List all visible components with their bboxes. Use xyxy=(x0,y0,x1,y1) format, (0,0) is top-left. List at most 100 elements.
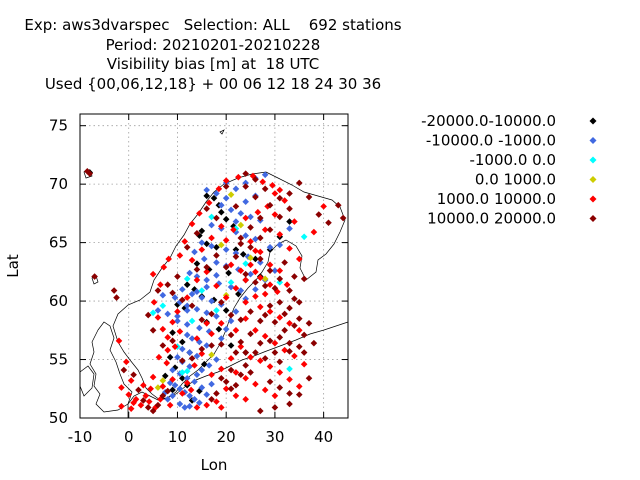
data-point xyxy=(295,179,303,187)
data-point xyxy=(242,362,249,369)
coastline-uk xyxy=(89,321,133,413)
data-point xyxy=(205,362,213,369)
data-point xyxy=(291,273,298,280)
data-point xyxy=(218,208,225,216)
data-point xyxy=(198,345,206,353)
data-point xyxy=(191,248,198,256)
data-point xyxy=(179,338,186,346)
data-point xyxy=(227,317,235,325)
data-point xyxy=(286,400,293,408)
data-point xyxy=(276,334,284,341)
data-point xyxy=(256,234,264,242)
data-point xyxy=(176,385,184,393)
data-point xyxy=(227,191,235,198)
data-point xyxy=(291,295,298,303)
data-point xyxy=(213,243,220,251)
data-point xyxy=(274,288,281,296)
data-point xyxy=(188,355,196,362)
data-point xyxy=(198,316,206,324)
data-point xyxy=(222,378,230,386)
data-point xyxy=(179,369,186,376)
data-point xyxy=(256,255,264,263)
data-point xyxy=(159,342,167,349)
data-point xyxy=(203,205,210,213)
data-point xyxy=(171,381,179,389)
data-point xyxy=(193,371,201,379)
data-point xyxy=(193,305,201,313)
data-point xyxy=(281,197,288,204)
data-point xyxy=(252,176,259,183)
data-point xyxy=(208,371,215,379)
data-point xyxy=(222,385,230,393)
legend-marker xyxy=(589,215,597,222)
data-point xyxy=(230,226,237,234)
data-point xyxy=(281,259,288,266)
data-point xyxy=(276,194,284,202)
data-point xyxy=(186,349,193,356)
x-tick-label: 40 xyxy=(314,428,333,446)
x-tick-label: 30 xyxy=(265,428,284,446)
data-point xyxy=(256,407,264,415)
data-point xyxy=(198,350,206,357)
data-point xyxy=(196,210,203,217)
data-point xyxy=(218,341,225,348)
data-point xyxy=(271,339,279,347)
data-point xyxy=(196,338,203,346)
data-point xyxy=(237,267,245,274)
title-line-1: Exp: aws3dvarspec Selection: ALL 692 sta… xyxy=(24,16,402,34)
legend-label: -20000.0-10000.0 xyxy=(421,112,556,130)
data-point xyxy=(198,384,206,391)
data-point xyxy=(113,294,120,301)
data-point xyxy=(196,399,203,407)
data-point xyxy=(225,269,232,277)
data-point xyxy=(179,345,186,353)
data-point xyxy=(174,273,181,280)
y-tick-label: 55 xyxy=(49,351,68,369)
data-point xyxy=(242,260,249,267)
data-point xyxy=(305,193,313,201)
data-point xyxy=(110,287,118,294)
data-point xyxy=(256,214,264,222)
data-point xyxy=(154,307,162,314)
data-point xyxy=(179,296,186,304)
data-point xyxy=(145,398,153,405)
data-point xyxy=(183,302,191,310)
data-point xyxy=(252,293,259,300)
data-point xyxy=(163,359,171,367)
data-point xyxy=(191,362,198,369)
data-point xyxy=(222,294,230,301)
data-point xyxy=(203,268,210,276)
data-point xyxy=(154,287,162,294)
data-point xyxy=(252,193,259,201)
data-point xyxy=(271,267,279,274)
data-point xyxy=(193,260,201,267)
x-tick-label: 10 xyxy=(168,428,187,446)
data-point xyxy=(286,365,293,373)
data-point xyxy=(286,348,293,355)
data-point xyxy=(120,366,128,374)
data-point xyxy=(165,255,172,263)
data-point xyxy=(256,303,264,311)
data-point xyxy=(208,221,215,229)
data-point xyxy=(174,317,181,325)
data-point xyxy=(300,349,308,356)
data-point xyxy=(300,275,308,283)
data-point xyxy=(232,249,240,257)
legend-marker xyxy=(589,137,597,144)
data-point xyxy=(261,171,269,179)
axes: -10 0 10 20 30 40 50 55 60 65 70 75 xyxy=(49,113,349,446)
data-point xyxy=(208,342,215,349)
data-point xyxy=(295,391,303,398)
data-point xyxy=(242,214,249,222)
data-point xyxy=(169,289,176,297)
data-point xyxy=(242,198,249,205)
data-point xyxy=(242,276,249,284)
data-point xyxy=(159,291,167,299)
data-point xyxy=(179,374,186,382)
data-point xyxy=(169,366,176,374)
data-point xyxy=(247,369,254,376)
data-point xyxy=(122,358,130,366)
data-point xyxy=(227,206,235,214)
data-point xyxy=(286,287,293,294)
data-point xyxy=(237,371,245,379)
